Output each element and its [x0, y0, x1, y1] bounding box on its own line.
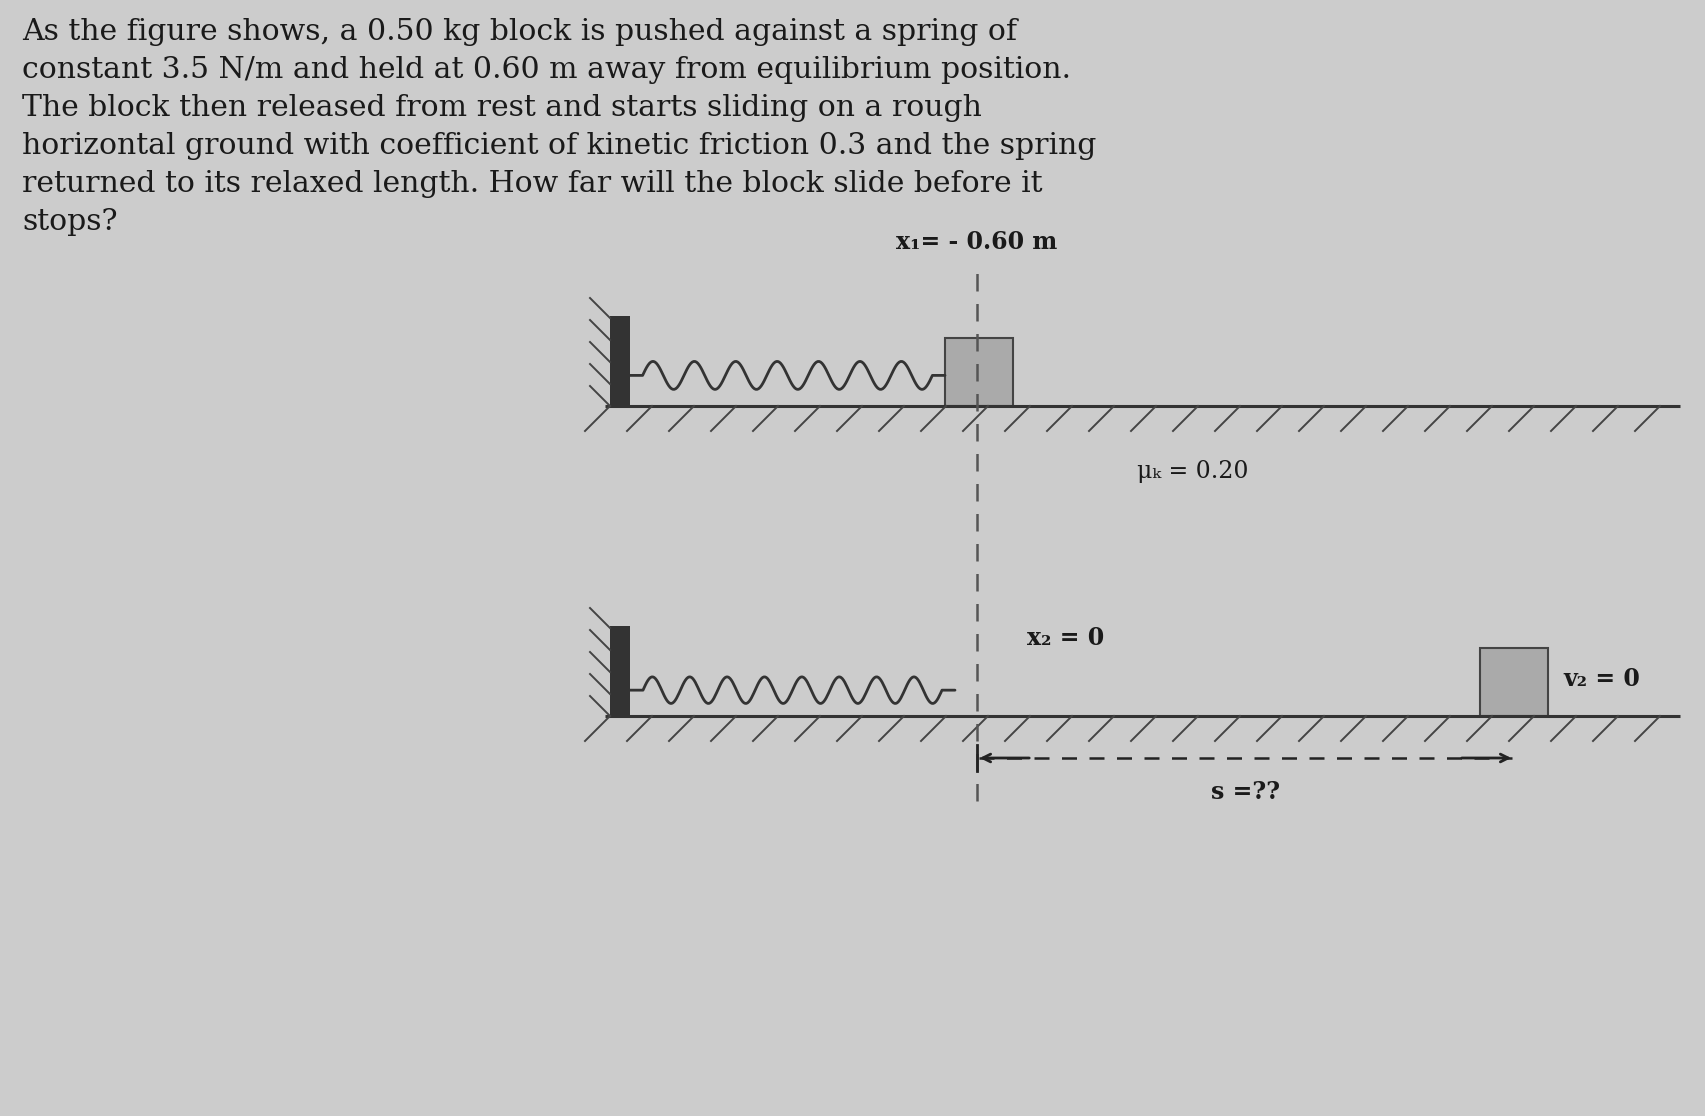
- Text: x₁= - 0.60 m: x₁= - 0.60 m: [897, 230, 1057, 254]
- Text: μₖ = 0.20: μₖ = 0.20: [1137, 460, 1248, 482]
- Bar: [610, 316, 631, 406]
- Text: s =??: s =??: [1211, 780, 1280, 804]
- Text: As the figure shows, a 0.50 kg block is pushed against a spring of
constant 3.5 : As the figure shows, a 0.50 kg block is …: [22, 18, 1096, 235]
- Bar: [1480, 648, 1548, 716]
- Text: x₂ = 0: x₂ = 0: [1026, 626, 1105, 650]
- Text: v₂ = 0: v₂ = 0: [1563, 666, 1640, 691]
- Bar: [610, 626, 631, 716]
- Bar: [945, 338, 1013, 406]
